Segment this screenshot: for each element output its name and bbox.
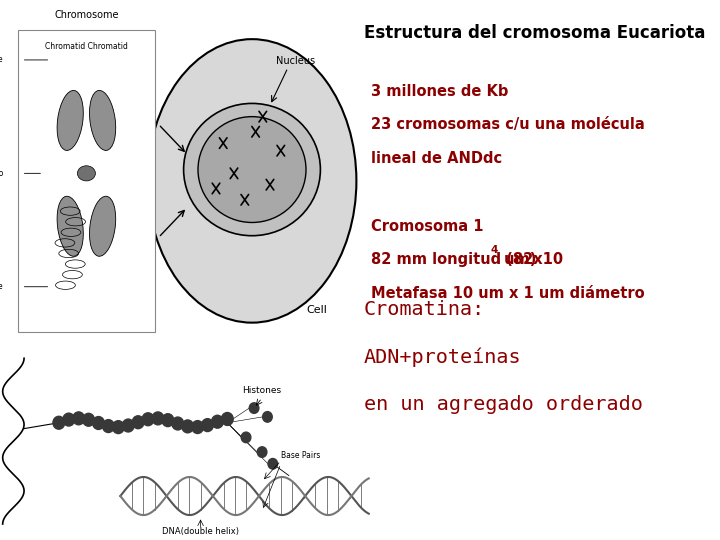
- Text: lineal de ANDdc: lineal de ANDdc: [371, 151, 502, 166]
- Text: 82 mm longitud (82x10: 82 mm longitud (82x10: [371, 252, 563, 267]
- Circle shape: [241, 432, 251, 443]
- Circle shape: [63, 413, 75, 426]
- Text: Chromosome: Chromosome: [54, 10, 119, 21]
- Circle shape: [257, 447, 267, 457]
- Ellipse shape: [198, 117, 306, 222]
- Circle shape: [112, 421, 124, 434]
- Circle shape: [93, 416, 104, 429]
- Text: um): um): [499, 252, 536, 267]
- Ellipse shape: [89, 90, 116, 151]
- Text: Cell: Cell: [307, 305, 327, 315]
- Text: DNA(double helix): DNA(double helix): [162, 527, 239, 536]
- Circle shape: [162, 414, 174, 427]
- Bar: [18, 30, 155, 332]
- Text: 23 cromosomas c/u una molécula: 23 cromosomas c/u una molécula: [371, 117, 644, 132]
- Circle shape: [122, 419, 134, 432]
- Text: Telomere: Telomere: [0, 56, 4, 64]
- Text: Cromatina:: Cromatina:: [364, 300, 485, 319]
- Circle shape: [172, 417, 184, 430]
- Circle shape: [73, 412, 84, 425]
- Text: Histones: Histones: [243, 387, 282, 395]
- Ellipse shape: [78, 166, 95, 181]
- Circle shape: [222, 413, 233, 426]
- Circle shape: [268, 458, 278, 469]
- Text: Cromosoma 1: Cromosoma 1: [371, 219, 483, 234]
- Circle shape: [212, 415, 223, 428]
- Circle shape: [152, 412, 164, 425]
- Circle shape: [192, 421, 204, 434]
- Text: ADN+proteínas: ADN+proteínas: [364, 347, 521, 367]
- Text: en un agregado orderado: en un agregado orderado: [364, 395, 642, 414]
- Text: Telomere: Telomere: [0, 282, 4, 291]
- Text: Chromatid Chromatid: Chromatid Chromatid: [45, 42, 128, 51]
- Circle shape: [102, 420, 114, 433]
- Text: Nucleus: Nucleus: [276, 56, 315, 66]
- Text: Centromero: Centromero: [0, 169, 4, 178]
- Circle shape: [202, 418, 213, 431]
- Ellipse shape: [148, 39, 356, 322]
- Circle shape: [53, 416, 65, 429]
- Text: 3 millones de Kb: 3 millones de Kb: [371, 84, 508, 99]
- Circle shape: [132, 416, 144, 429]
- Text: Estructura del cromosoma Eucariota: Estructura del cromosoma Eucariota: [364, 24, 705, 42]
- Text: Metafasa 10 um x 1 um diámetro: Metafasa 10 um x 1 um diámetro: [371, 286, 644, 301]
- Circle shape: [142, 413, 154, 426]
- Ellipse shape: [89, 196, 116, 256]
- Circle shape: [249, 403, 259, 413]
- Text: Base Pairs: Base Pairs: [281, 451, 320, 460]
- Circle shape: [181, 420, 194, 433]
- Ellipse shape: [57, 90, 84, 151]
- Ellipse shape: [57, 196, 84, 256]
- Ellipse shape: [184, 103, 320, 235]
- Circle shape: [83, 413, 94, 426]
- Circle shape: [263, 411, 272, 422]
- Text: 4: 4: [490, 245, 498, 255]
